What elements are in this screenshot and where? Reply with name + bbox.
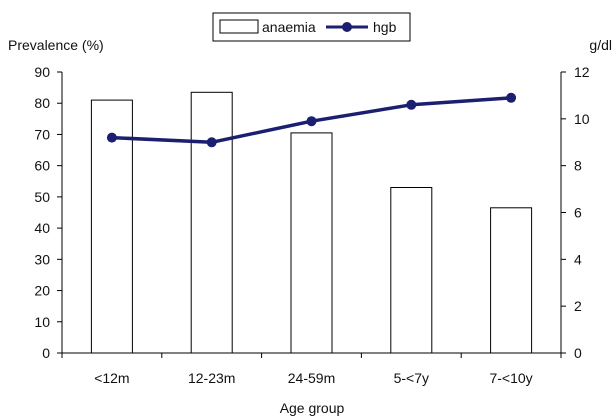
x-tick-label: 7-<10y [489,370,532,386]
point-hgb-3 [406,99,417,110]
plot-area: 0 10 20 30 40 50 60 70 80 90 0 2 4 6 8 10 12 <12m 12-23m 24… [34,64,589,386]
y-right-tick-label: 0 [574,345,582,361]
y-left-tick-label: 20 [34,283,50,299]
y-right-tick-label: 8 [574,158,582,174]
y-right-tick-label: 10 [574,111,590,127]
point-hgb-0 [106,132,117,143]
legend-label-anaemia: anaemia [262,19,316,35]
x-tick-label: 12-23m [188,370,235,386]
y-left-tick-label: 50 [34,189,50,205]
y-left-tick-label: 0 [42,345,50,361]
legend-label-hgb: hgb [373,19,397,35]
y-left-tick-label: 80 [34,95,50,111]
y-left-tick-label: 60 [34,158,50,174]
y-left-tick-label: 40 [34,220,50,236]
bar-anaemia-1 [190,91,233,354]
x-tick-label: 24-59m [288,370,335,386]
x-tick-label: 5-<7y [394,370,429,386]
bar-anaemia-2 [290,132,333,354]
point-hgb-1 [206,137,217,148]
y-right-tick-label: 12 [574,64,590,80]
point-hgb-2 [306,116,317,127]
legend-line-marker [342,22,352,32]
y-axis-right-title: g/dl [589,37,612,53]
bar-anaemia-4 [490,207,533,354]
y-right-tick-label: 6 [574,205,582,221]
point-hgb-4 [506,92,517,103]
bar-anaemia-3 [390,187,433,354]
y-axis-left-title: Prevalence (%) [8,37,104,53]
y-left-tick-label: 70 [34,126,50,142]
x-axis-title: Age group [280,400,345,416]
y-right-tick-label: 4 [574,251,582,267]
y-left-tick-label: 90 [34,64,50,80]
legend: anaemia hgb [212,12,411,42]
y-right-tick-label: 2 [574,298,582,314]
y-left-tick-label: 30 [34,251,50,267]
y-left-tick-label: 10 [34,314,50,330]
x-tick-label: <12m [94,370,129,386]
legend-bar-swatch [219,19,259,34]
